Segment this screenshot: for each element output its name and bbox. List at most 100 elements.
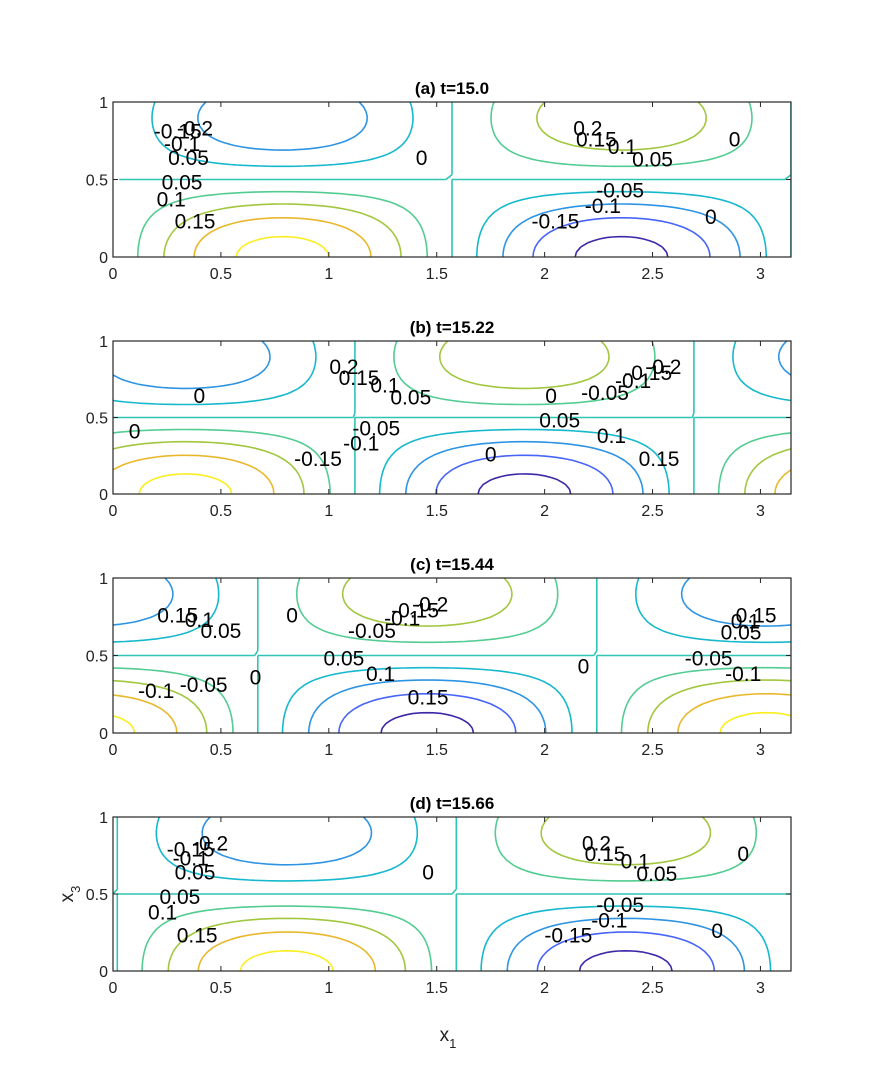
x-tick-label: 1	[324, 266, 333, 283]
contour-level--0.15	[532, 217, 711, 257]
contour-label: -0.1	[164, 133, 200, 156]
contour-label: -0.15	[294, 448, 342, 471]
y-tick-label: 1	[99, 334, 108, 351]
contour-level-0.2	[113, 711, 791, 733]
panel-title: (a) t=15.0	[415, 79, 489, 98]
contour-label: 0.15	[339, 367, 380, 390]
panel-title: (b) t=15.22	[410, 318, 495, 337]
contour-label: 0.1	[597, 425, 626, 448]
x-tick-label: 1	[324, 980, 333, 997]
y-tick-label: 1	[99, 810, 108, 827]
contour-label: -0.15	[544, 925, 592, 948]
x-axis-label: x1	[440, 1025, 457, 1051]
contour-level-0.15	[193, 217, 372, 257]
contour-label: 0.1	[148, 902, 177, 925]
contour-label: -0.1	[138, 680, 174, 703]
contour-label: 0	[705, 206, 717, 229]
contour-level--0.05	[155, 817, 772, 971]
contour-label: 0.05	[200, 620, 241, 643]
contour-label: 0	[193, 385, 205, 408]
contour-label: -0.1	[173, 848, 209, 871]
contour-level-0.1	[163, 102, 707, 257]
y-tick-label: 0.5	[86, 887, 108, 904]
x-tick-label: 2	[540, 503, 549, 520]
contour-label: -0.1	[591, 909, 627, 932]
contour-label: 0.1	[370, 374, 399, 397]
contour-level--0.05	[151, 102, 768, 257]
contour-lines	[113, 341, 791, 494]
x-tick-label: 1	[324, 742, 333, 759]
contour-label: -0.15	[167, 838, 215, 861]
contour-label: 0.1	[366, 663, 395, 686]
y-tick-label: 1	[99, 571, 108, 588]
contour-level-0.2	[235, 235, 330, 257]
x-tick-label: 2.5	[641, 503, 663, 520]
x-tick-label: 1.5	[426, 503, 448, 520]
x-tick-label: 3	[756, 503, 765, 520]
x-tick-label: 1	[324, 503, 333, 520]
contour-label: 0.15	[639, 448, 680, 471]
contour-label: 0.2	[582, 832, 611, 855]
contour-label: 0.05	[636, 863, 677, 886]
x-tick-label: 1.5	[426, 742, 448, 759]
contour-lines	[113, 578, 791, 733]
contour-level-0.2	[239, 950, 334, 971]
panel-1: -0.2-0.15-0.10.050.050.10.1500.20.150.10…	[86, 79, 792, 283]
x-tick-label: 3	[756, 980, 765, 997]
contour-label: -0.05	[348, 620, 396, 643]
contour-level-0.05	[136, 102, 753, 257]
contour-label: 0	[485, 443, 497, 466]
contour-label: 0	[737, 843, 749, 866]
contour-level-0	[113, 341, 791, 494]
x-tick-label: 0.5	[210, 742, 232, 759]
x-tick-label: 2	[540, 742, 549, 759]
x-tick-label: 0.5	[210, 980, 232, 997]
contour-label: -0.1	[725, 663, 761, 686]
contour-label: 0.05	[539, 410, 580, 433]
y-tick-label: 0.5	[86, 173, 108, 190]
contour-level--0.05	[113, 341, 791, 494]
contour-lines	[119, 102, 791, 257]
contour-label: -0.15	[624, 362, 672, 385]
contour-level--0.1	[201, 817, 746, 971]
contour-label: -0.1	[585, 195, 621, 218]
contour-level--0.2	[574, 235, 669, 257]
contour-label: 0.05	[175, 862, 216, 885]
x-tick-label: 2.5	[641, 266, 663, 283]
contour-level-0.1	[167, 817, 712, 971]
contour-level--0.15	[338, 693, 517, 733]
y-tick-label: 0	[99, 726, 108, 743]
contour-label: 0.1	[621, 851, 650, 874]
panel-title: (d) t=15.66	[410, 794, 495, 813]
x-tick-label: 2	[540, 980, 549, 997]
contour-label: 0	[416, 147, 428, 170]
contour-label: 0	[286, 604, 298, 627]
panel-title: (c) t=15.44	[410, 555, 494, 574]
contour-level-0.15	[113, 454, 791, 494]
x-tick-label: 1.5	[426, 266, 448, 283]
contour-level-0.05	[113, 578, 791, 733]
contour-label: 0.05	[159, 886, 200, 909]
contour-level--0.15	[536, 931, 716, 971]
contour-label: 0.05	[632, 148, 673, 171]
contour-label: -0.2	[412, 593, 448, 616]
contour-lines	[113, 817, 791, 971]
contour-level-0.15	[113, 693, 791, 733]
contour-level--0.2	[380, 711, 475, 733]
contour-label: 0.2	[573, 117, 602, 140]
x-tick-label: 2	[540, 266, 549, 283]
panel-2: 0.20.150.10.05-0.05-0.1-0.150000-0.2-0.1…	[86, 318, 792, 520]
y-tick-label: 0.5	[86, 411, 108, 428]
y-tick-label: 0	[99, 964, 108, 981]
contour-level--0.2	[477, 473, 572, 494]
contour-label: -0.15	[391, 600, 439, 623]
x-tick-label: 0	[109, 742, 118, 759]
contour-level-0.2	[138, 473, 233, 494]
contour-label: 0.05	[721, 621, 762, 644]
contour-label: 0.1	[731, 610, 760, 633]
contour-label: 0.15	[736, 604, 777, 627]
contour-label: -0.05	[352, 417, 400, 440]
contour-label: -0.1	[343, 433, 379, 456]
contour-label: -0.2	[192, 832, 228, 855]
contour-label: 0.15	[408, 686, 449, 709]
